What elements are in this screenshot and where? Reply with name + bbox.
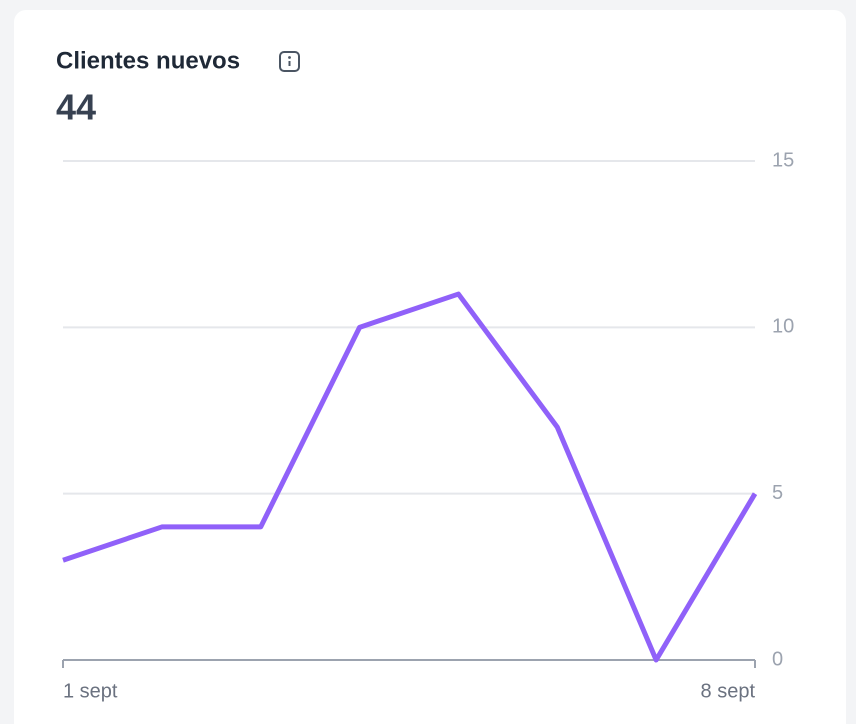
y-tick-label: 15: [772, 149, 794, 171]
x-tick-label: 8 sept: [701, 680, 756, 702]
x-tick-label: 1 sept: [63, 680, 118, 702]
y-tick-label: 5: [772, 482, 783, 504]
y-tick-label: 0: [772, 648, 783, 670]
data-line: [62, 291, 758, 663]
card: [14, 10, 846, 724]
y-tick-label: 10: [772, 316, 794, 338]
chart-title: Clientes nuevos: [56, 47, 240, 74]
total-value: 44: [56, 87, 96, 128]
info-icon[interactable]: [279, 51, 300, 72]
